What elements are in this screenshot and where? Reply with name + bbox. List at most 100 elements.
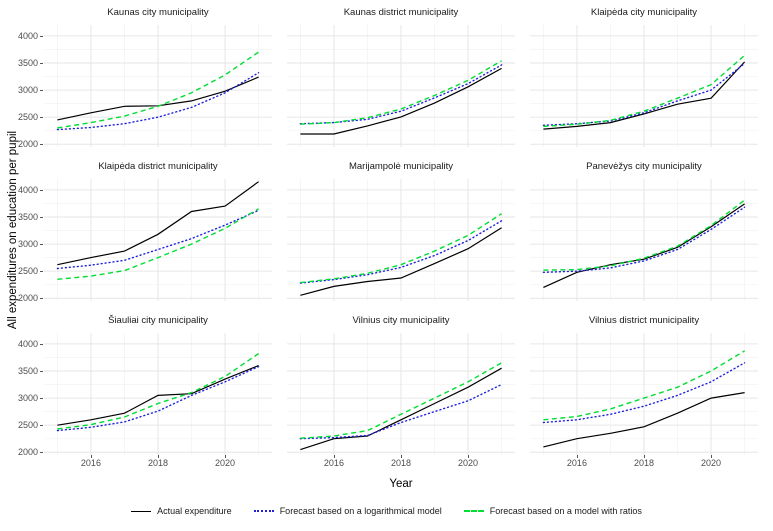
y-tick-mark: [40, 452, 43, 454]
y-tick-mark: [40, 144, 43, 146]
facet-panel: [287, 179, 515, 301]
facet-panel: [44, 333, 272, 455]
y-tick-mark: [40, 62, 43, 64]
y-tick-label: 3500: [17, 365, 38, 376]
x-tick-mark: [333, 455, 335, 458]
dotted-line-sample: [253, 510, 274, 512]
x-tick-mark: [711, 455, 713, 458]
series-line-log: [56, 72, 260, 131]
series-line-actual: [543, 392, 745, 448]
y-tick-mark: [40, 398, 43, 400]
x-tick-label: 2018: [633, 458, 655, 468]
series-line-ratio: [300, 60, 502, 125]
series-line-ratio: [300, 362, 502, 439]
facet-marijampol-municipality: Marijampolė municipality: [287, 159, 515, 301]
x-tick-label: 2020: [215, 458, 236, 468]
y-tick-mark: [40, 216, 43, 218]
facet-vilnius-city-municipality: Vilnius city municipality 2016 2018 2020: [287, 313, 515, 468]
y-tick-mark: [40, 90, 43, 92]
y-tick-label: 3000: [17, 393, 38, 404]
y-tick-label: 2000: [17, 293, 38, 304]
facet-title: Klaipėda city municipality: [590, 7, 698, 18]
y-tick-mark: [40, 298, 43, 300]
series-line-ratio: [543, 54, 746, 128]
facet-klaip-da-district-municipality: Klaipėda district municipality 2000 2500 30…: [18, 159, 272, 303]
x-tick-mark: [644, 455, 645, 458]
series-line-ratio: [57, 208, 259, 280]
facet-title: Panevėžys city municipality: [586, 161, 702, 172]
series-line-ratio: [57, 353, 259, 430]
facet-title: Klaipėda district municipality: [98, 161, 218, 172]
series-line-log: [299, 383, 503, 440]
x-tick-label: 2020: [701, 458, 722, 468]
y-tick-label: 4000: [17, 184, 38, 195]
legend-item-ratio-forecast: Forecast based on a model with ratios: [463, 506, 642, 516]
series-line-actual: [300, 67, 502, 135]
series-line-log: [299, 64, 503, 125]
facet-panel: [530, 333, 758, 455]
x-tick-label: 2018: [147, 458, 169, 468]
y-tick-mark: [40, 189, 43, 191]
y-tick-label: 3000: [17, 239, 38, 250]
x-tick-mark: [468, 455, 470, 458]
y-tick-label: 4000: [17, 338, 38, 349]
x-tick-mark: [401, 455, 402, 458]
y-tick-label: 2000: [17, 139, 38, 150]
legend-label-log-forecast: Forecast based on a logarithmical model: [279, 506, 442, 516]
x-tick-mark: [225, 455, 227, 458]
x-tick-label: 2016: [566, 458, 587, 468]
series-line-log: [542, 62, 746, 127]
x-tick-label: 2020: [458, 458, 479, 468]
y-tick-label: 4000: [17, 30, 38, 41]
x-tick-mark: [90, 455, 92, 458]
y-tick-mark: [40, 343, 43, 345]
series-line-actual: [543, 203, 745, 288]
y-tick-label: 2500: [17, 112, 38, 123]
series-line-ratio: [57, 51, 259, 129]
facet-title: Marijampolė municipality: [348, 161, 453, 172]
facet-panel: [44, 179, 272, 301]
y-tick-label: 3500: [17, 57, 38, 68]
facet-title: Vilnius district municipality: [588, 315, 700, 326]
facet-panel: [530, 25, 758, 147]
y-tick-label: 2500: [17, 420, 38, 431]
solid-line-sample: [131, 510, 152, 512]
y-tick-mark: [40, 271, 43, 273]
x-tick-label: 2018: [390, 458, 412, 468]
x-tick-label: 2016: [80, 458, 101, 468]
x-axis-label: Year: [389, 478, 413, 490]
y-tick-mark: [40, 244, 43, 246]
dashed-line-sample: [463, 510, 484, 512]
facet-panel: [530, 179, 758, 301]
legend-label-ratio-forecast: Forecast based on a model with ratios: [489, 506, 642, 516]
facet-title: Šiauliai city municipality: [108, 315, 208, 326]
series-line-actual: [300, 227, 502, 296]
facet-panel: [287, 333, 515, 455]
series-line-actual: [57, 364, 259, 426]
series-line-log: [56, 209, 260, 270]
legend-label-actual: Actual expenditure: [157, 506, 232, 516]
y-tick-label: 3000: [17, 85, 38, 96]
legend: Actual expenditure Forecast based on a l…: [0, 506, 773, 516]
y-tick-label: 2000: [17, 447, 38, 458]
legend-item-actual: Actual expenditure: [131, 506, 232, 516]
y-tick-mark: [40, 35, 43, 37]
x-tick-mark: [158, 455, 159, 458]
facet-grid: Kaunas city municipality 2000 2500 3000 3500…: [18, 5, 758, 468]
series-line-log: [56, 365, 260, 432]
facet-title: Kaunas city municipality: [107, 7, 209, 18]
facet-vilnius-district-municipality: Vilnius district municipality 2016 2018 202…: [530, 313, 758, 468]
facet-title: Vilnius city municipality: [352, 315, 450, 326]
series-line-log: [542, 206, 746, 274]
series-line-actual: [300, 367, 502, 451]
facet-kaunas-city-municipality: Kaunas city municipality 2000 2500 3000 3500…: [18, 5, 272, 149]
legend-item-log-forecast: Forecast based on a logarithmical model: [253, 506, 442, 516]
facet-panev-ys-city-municipality: Panevėžys city municipality: [530, 159, 758, 301]
y-tick-mark: [40, 117, 43, 119]
y-tick-mark: [40, 425, 43, 427]
series-line-log: [542, 362, 746, 424]
series-line-log: [299, 220, 503, 284]
series-line-ratio: [543, 350, 745, 421]
facet-panel: [287, 25, 515, 147]
